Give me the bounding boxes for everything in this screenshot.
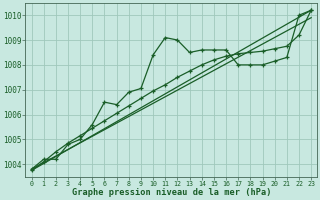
X-axis label: Graphe pression niveau de la mer (hPa): Graphe pression niveau de la mer (hPa) — [72, 188, 271, 197]
